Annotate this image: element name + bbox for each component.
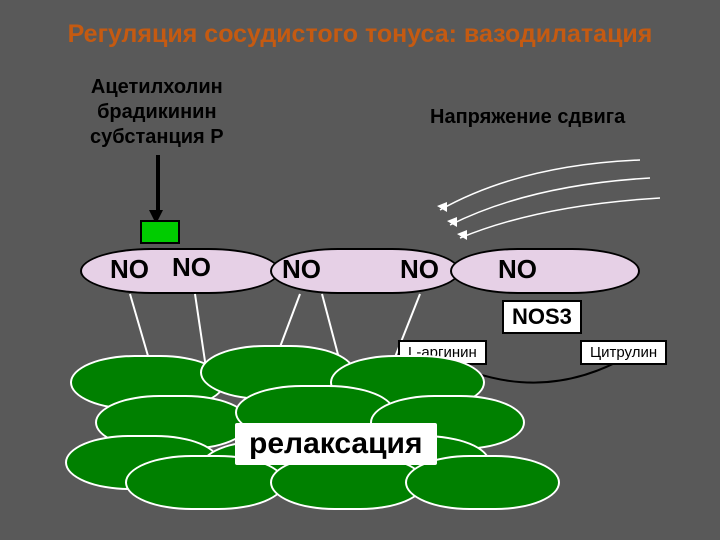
no-label: NO — [400, 254, 439, 285]
no-label: NO — [282, 254, 321, 285]
no-label: NO — [110, 254, 149, 285]
stim-line2: брадикинин — [90, 100, 224, 125]
relaxation-label: релаксация — [235, 423, 437, 465]
no-label: NO — [172, 252, 211, 283]
citrulline-box: Цитрулин — [580, 340, 667, 365]
stimulant-arrow-shaft — [156, 155, 160, 210]
stim-line3: субстанция Р — [90, 125, 224, 150]
endothelium-cell — [450, 248, 640, 294]
no-label: NO — [498, 254, 537, 285]
receptor-rect — [140, 220, 180, 244]
stim-line1: Ацетилхолин — [90, 75, 224, 100]
nos3-box: NOS3 — [502, 300, 582, 334]
stimulants-left: Ацетилхолин брадикинин субстанция Р — [90, 75, 224, 150]
slide-title: Регуляция сосудистого тонуса: вазодилата… — [0, 20, 720, 49]
shear-stress-label: Напряжение сдвига — [430, 105, 625, 130]
